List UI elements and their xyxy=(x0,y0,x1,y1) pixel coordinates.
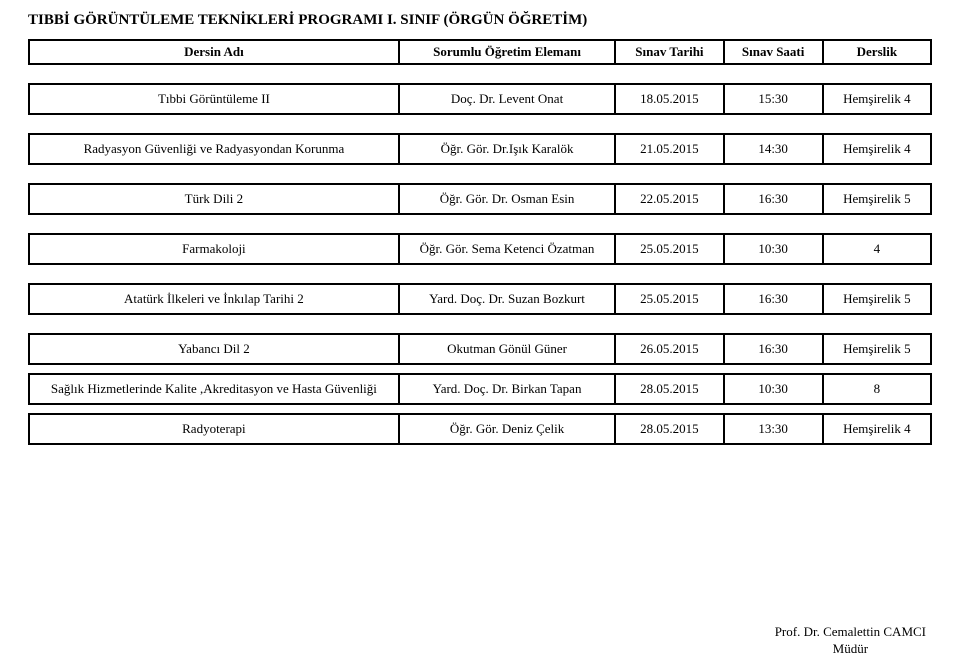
header-cell-room: Derslik xyxy=(823,40,931,64)
header-table: Dersin Adı Sorumlu Öğretim Elemanı Sınav… xyxy=(28,39,932,65)
table-row: FarmakolojiÖğr. Gör. Sema Ketenci Özatma… xyxy=(28,233,932,265)
table-row: Tıbbi Görüntüleme IIDoç. Dr. Levent Onat… xyxy=(28,83,932,115)
cell: Yabancı Dil 2 xyxy=(29,334,399,364)
cell: Radyasyon Güvenliği ve Radyasyondan Koru… xyxy=(29,134,399,164)
footer-name: Prof. Dr. Cemalettin CAMCI xyxy=(775,624,926,641)
row-table: Sağlık Hizmetlerinde Kalite ,Akreditasyo… xyxy=(28,373,932,405)
row-table: Yabancı Dil 2Okutman Gönül Güner26.05.20… xyxy=(28,333,932,365)
header-cell-date: Sınav Tarihi xyxy=(615,40,723,64)
cell: Hemşirelik 4 xyxy=(823,134,931,164)
cell: Farmakoloji xyxy=(29,234,399,264)
cell: Yard. Doç. Dr. Birkan Tapan xyxy=(399,374,615,404)
row-table: Tıbbi Görüntüleme IIDoç. Dr. Levent Onat… xyxy=(28,83,932,115)
cell: 25.05.2015 xyxy=(615,284,723,314)
cell: Tıbbi Görüntüleme II xyxy=(29,84,399,114)
cell: 8 xyxy=(823,374,931,404)
cell: Hemşirelik 5 xyxy=(823,184,931,214)
cell: 18.05.2015 xyxy=(615,84,723,114)
cell: Okutman Gönül Güner xyxy=(399,334,615,364)
cell: Yard. Doç. Dr. Suzan Bozkurt xyxy=(399,284,615,314)
cell: Hemşirelik 5 xyxy=(823,334,931,364)
header-cell-course: Dersin Adı xyxy=(29,40,399,64)
footer-title: Müdür xyxy=(775,641,926,658)
row-table: Radyasyon Güvenliği ve Radyasyondan Koru… xyxy=(28,133,932,165)
cell: Atatürk İlkeleri ve İnkılap Tarihi 2 xyxy=(29,284,399,314)
cell: 10:30 xyxy=(724,234,823,264)
row-table: Atatürk İlkeleri ve İnkılap Tarihi 2Yard… xyxy=(28,283,932,315)
cell: 28.05.2015 xyxy=(615,414,723,444)
cell: 26.05.2015 xyxy=(615,334,723,364)
cell: 10:30 xyxy=(724,374,823,404)
table-row: Atatürk İlkeleri ve İnkılap Tarihi 2Yard… xyxy=(28,283,932,315)
cell: Radyoterapi xyxy=(29,414,399,444)
cell: Hemşirelik 4 xyxy=(823,414,931,444)
cell: 16:30 xyxy=(724,334,823,364)
cell: 14:30 xyxy=(724,134,823,164)
table-row: RadyoterapiÖğr. Gör. Deniz Çelik28.05.20… xyxy=(28,413,932,445)
cell: Öğr. Gör. Dr.Işık Karalök xyxy=(399,134,615,164)
cell: 16:30 xyxy=(724,284,823,314)
cell: 16:30 xyxy=(724,184,823,214)
cell: 4 xyxy=(823,234,931,264)
page-title: TIBBİ GÖRÜNTÜLEME TEKNİKLERİ PROGRAMI I.… xyxy=(28,12,932,29)
cell: Doç. Dr. Levent Onat xyxy=(399,84,615,114)
table-row: Sağlık Hizmetlerinde Kalite ,Akreditasyo… xyxy=(28,373,932,405)
page: TIBBİ GÖRÜNTÜLEME TEKNİKLERİ PROGRAMI I.… xyxy=(0,0,960,445)
row-table: Türk Dili 2Öğr. Gör. Dr. Osman Esin22.05… xyxy=(28,183,932,215)
rows-container: Tıbbi Görüntüleme IIDoç. Dr. Levent Onat… xyxy=(28,83,932,445)
cell: 13:30 xyxy=(724,414,823,444)
cell: Türk Dili 2 xyxy=(29,184,399,214)
cell: Hemşirelik 5 xyxy=(823,284,931,314)
cell: 28.05.2015 xyxy=(615,374,723,404)
cell: 21.05.2015 xyxy=(615,134,723,164)
cell: Öğr. Gör. Deniz Çelik xyxy=(399,414,615,444)
cell: Öğr. Gör. Dr. Osman Esin xyxy=(399,184,615,214)
cell: 15:30 xyxy=(724,84,823,114)
header-row: Dersin Adı Sorumlu Öğretim Elemanı Sınav… xyxy=(29,40,931,64)
cell: 25.05.2015 xyxy=(615,234,723,264)
table-row: Yabancı Dil 2Okutman Gönül Güner26.05.20… xyxy=(28,333,932,365)
header-cell-instructor: Sorumlu Öğretim Elemanı xyxy=(399,40,615,64)
cell: Sağlık Hizmetlerinde Kalite ,Akreditasyo… xyxy=(29,374,399,404)
row-table: RadyoterapiÖğr. Gör. Deniz Çelik28.05.20… xyxy=(28,413,932,445)
cell: Öğr. Gör. Sema Ketenci Özatman xyxy=(399,234,615,264)
cell: 22.05.2015 xyxy=(615,184,723,214)
footer-block: Prof. Dr. Cemalettin CAMCI Müdür xyxy=(775,624,926,658)
header-cell-time: Sınav Saati xyxy=(724,40,823,64)
table-row: Türk Dili 2Öğr. Gör. Dr. Osman Esin22.05… xyxy=(28,183,932,215)
row-table: FarmakolojiÖğr. Gör. Sema Ketenci Özatma… xyxy=(28,233,932,265)
cell: Hemşirelik 4 xyxy=(823,84,931,114)
table-row: Radyasyon Güvenliği ve Radyasyondan Koru… xyxy=(28,133,932,165)
